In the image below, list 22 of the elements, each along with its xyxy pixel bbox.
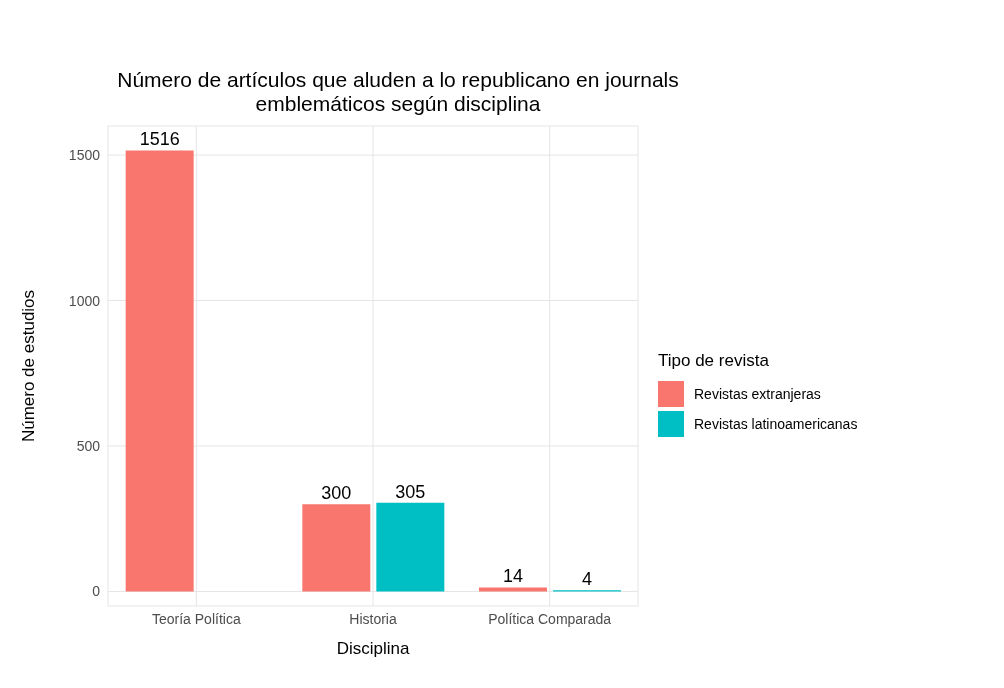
x-axis-title: Disciplina (336, 639, 410, 658)
chart-title: Número de artículos que aluden a lo republicano en journals emblemáticos según disciplina (116, 67, 680, 116)
legend-label: Revistas latinoamericanas (694, 416, 858, 432)
x-tick-label: Política Comparada (488, 610, 612, 627)
y-tick-label: 0 (92, 583, 101, 600)
legend-label: Revistas extranjeras (694, 386, 821, 402)
legend-title: Tipo de revista (658, 351, 770, 371)
x-tick-label: Teoría Política (151, 610, 241, 627)
y-tick-label: 500 (76, 437, 101, 454)
y-tick-label: 1500 (68, 147, 101, 164)
x-tick-label: Historia (349, 610, 397, 627)
y-axis-title: Número de estudios (19, 289, 39, 443)
data-label: 305 (395, 481, 426, 502)
bar (376, 502, 445, 592)
bar (125, 150, 194, 592)
data-label: 1516 (139, 129, 180, 150)
data-label: 14 (502, 566, 524, 587)
bar (302, 504, 371, 592)
data-label: 300 (321, 483, 352, 504)
data-label: 4 (581, 569, 593, 590)
y-tick-label: 1000 (68, 292, 101, 309)
bar (479, 587, 547, 592)
